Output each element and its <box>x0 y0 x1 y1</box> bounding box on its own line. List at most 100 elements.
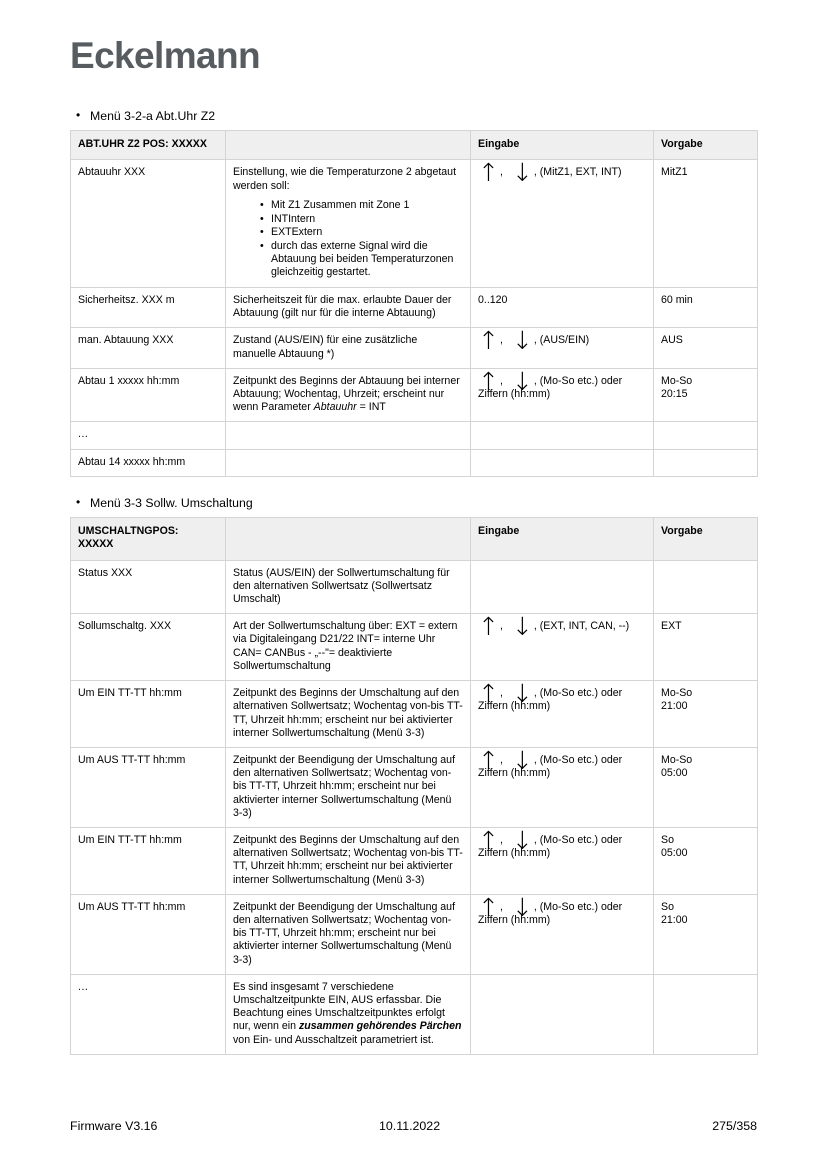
comma-separator: , <box>499 620 503 633</box>
cell-vorgabe: Mo-So 05:00 <box>653 746 758 828</box>
header-cell-eingabe: Eingabe <box>470 129 654 161</box>
list-item: • Mit Z1 Zusammen mit Zone 1 <box>260 198 463 212</box>
cell-parameter: Sicherheitsz. XXX m <box>70 287 226 329</box>
cell-description: Zeitpunkt der Beendigung der Umschaltung… <box>225 746 471 828</box>
table-header-row: ABT.UHR Z2 POS: XXXXX Eingabe Vorgabe <box>70 129 758 161</box>
cell-parameter: man. Abtauung XXX <box>70 327 226 369</box>
bullet-icon: • <box>260 198 264 211</box>
table-row: man. Abtauung XXX Zustand (AUS/EIN) für … <box>70 327 758 369</box>
cell-eingabe <box>470 448 654 477</box>
footer-page-number: 275/358 <box>712 1119 757 1133</box>
bullet-icon: • <box>76 494 81 509</box>
header-cell-parameter: ABT.UHR Z2 POS: XXXXX <box>70 129 226 161</box>
list-item: • INTIntern <box>260 212 463 226</box>
cell-description: Zeitpunkt des Beginns der Umschaltung au… <box>225 680 471 748</box>
header-cell-parameter: UMSCHALTNGPOS: XXXXX <box>70 516 226 561</box>
description-emphasis: Abtauuhr <box>313 401 357 414</box>
cell-description: Es sind insgesamt 7 verschiedene Umschal… <box>225 973 471 1055</box>
eingabe-options: , (MitZ1, EXT, INT) <box>533 166 622 179</box>
eckelmann-logo: Eckelmann <box>70 35 261 76</box>
cell-vorgabe <box>653 973 758 1055</box>
eingabe-options: , (AUS/EIN) <box>533 334 590 347</box>
bullet-icon: • <box>260 212 264 225</box>
table-row: Abtau 14 xxxxx hh:mm <box>70 448 758 477</box>
list-item-label: Mit Z1 Zusammen mit Zone 1 <box>271 198 410 211</box>
description-bullet-list: • Mit Z1 Zusammen mit Zone 1 • INTIntern •… <box>233 199 463 280</box>
cell-parameter: Um EIN TT-TT hh:mm <box>70 680 226 748</box>
description-lead: Einstellung, wie die Temperaturzone 2 ab… <box>233 166 457 192</box>
table-row: ... <box>70 421 758 450</box>
section-spacer <box>70 477 757 495</box>
comma-separator: , <box>499 833 503 846</box>
cell-description: Status (AUS/EIN) der Sollwertumschaltung… <box>225 559 471 615</box>
section-caption-1-text: Menü 3-2-a Abt.Uhr Z2 <box>90 109 216 123</box>
cell-eingabe: 0..120 <box>470 287 654 329</box>
table-header-row: UMSCHALTNGPOS: XXXXX Eingabe Vorgabe <box>70 516 758 561</box>
cell-vorgabe: 60 min <box>653 287 758 329</box>
cell-eingabe: ↑, ↓, (EXT, INT, CAN, --) <box>470 613 654 682</box>
table-abt-uhr-z2: ABT.UHR Z2 POS: XXXXX Eingabe Vorgabe Ab… <box>70 129 758 477</box>
cell-vorgabe: MitZ1 <box>653 159 758 289</box>
header-cell-eingabe: Eingabe <box>470 516 654 561</box>
cell-parameter: Um AUS TT-TT hh:mm <box>70 893 226 975</box>
table-row: Um AUS TT-TT hh:mm Zeitpunkt der Beendig… <box>70 746 758 828</box>
list-item: • EXTExtern <box>260 226 463 239</box>
cell-vorgabe: EXT <box>653 613 758 682</box>
cell-description: Art der Sollwertumschaltung über: EXT = … <box>225 613 471 682</box>
cell-description: Sicherheitszeit für die max. erlaubte Da… <box>225 287 471 329</box>
cell-eingabe: ↑, ↓, (Mo-So etc.) oder Ziffern (hh:mm) <box>470 367 654 423</box>
eingabe-options: , (Mo-So etc.) oder Ziffern (hh:mm) <box>478 687 623 713</box>
comma-separator: , <box>499 687 503 700</box>
comma-separator: , <box>499 166 503 179</box>
eingabe-options: , (EXT, INT, CAN, --) <box>533 620 630 633</box>
cell-eingabe: ↑, ↓, (Mo-So etc.) oder Ziffern (hh:mm) <box>470 893 654 975</box>
cell-vorgabe: Mo-So 21:00 <box>653 680 758 748</box>
section-caption-2-text: Menü 3-3 Sollw. Umschaltung <box>90 495 253 510</box>
cell-parameter: ... <box>70 973 226 1055</box>
cell-parameter: Sollumschaltg. XXX <box>70 613 226 682</box>
table-row: Um EIN TT-TT hh:mm Zeitpunkt des Beginns… <box>70 680 758 748</box>
cell-parameter: Um AUS TT-TT hh:mm <box>70 746 226 828</box>
list-item: • durch das externe Signal wird die Abtau… <box>260 239 463 280</box>
comma-separator: , <box>499 374 503 387</box>
header-cell-vorgabe: Vorgabe <box>653 129 758 161</box>
cell-eingabe <box>470 421 654 450</box>
bullet-icon: • <box>260 226 264 239</box>
cell-eingabe: ↑, ↓, (Mo-So etc.) oder Ziffern (hh:mm) <box>470 680 654 748</box>
table-row: Abtau 1 xxxxx hh:mm Zeitpunkt des Beginn… <box>70 367 758 423</box>
cell-eingabe <box>470 559 654 615</box>
bullet-icon: • <box>260 239 264 252</box>
bullet-icon: • <box>76 108 81 122</box>
cell-description <box>225 421 471 450</box>
cell-parameter: ... <box>70 421 226 450</box>
cell-parameter: Status XXX <box>70 559 226 615</box>
cell-eingabe: ↑, ↓, (Mo-So etc.) oder Ziffern (hh:mm) <box>470 746 654 828</box>
cell-parameter: Abtau 14 xxxxx hh:mm <box>70 448 226 477</box>
table-row: Sicherheitsz. XXX m Sicherheitszeit für … <box>70 287 758 329</box>
cell-vorgabe: So 21:00 <box>653 893 758 975</box>
header-cell-vorgabe: Vorgabe <box>653 516 758 561</box>
cell-description: Zeitpunkt des Beginns der Abtauung bei i… <box>225 367 471 423</box>
list-item-label: INTIntern <box>271 212 316 225</box>
eingabe-options: , (Mo-So etc.) oder Ziffern (hh:mm) <box>478 833 623 860</box>
cell-vorgabe: Mo-So 20:15 <box>653 367 758 423</box>
header-cell-description <box>225 129 471 161</box>
cell-description <box>225 448 471 477</box>
table-row: Sollumschaltg. XXX Art der Sollwertumsch… <box>70 613 758 682</box>
eingabe-options: , (Mo-So etc.) oder Ziffern (hh:mm) <box>478 374 623 401</box>
cell-vorgabe <box>653 559 758 615</box>
cell-description: Einstellung, wie die Temperaturzone 2 ab… <box>225 159 471 289</box>
cell-vorgabe: So 05:00 <box>653 826 758 895</box>
table-row: Um AUS TT-TT hh:mm Zeitpunkt der Beendig… <box>70 893 758 975</box>
description-strong-emphasis: zusammen gehörendes Pärchen <box>298 1020 462 1033</box>
cell-eingabe <box>470 973 654 1055</box>
list-item-label: durch das externe Signal wird die Abtauu… <box>271 239 454 279</box>
cell-parameter: Um EIN TT-TT hh:mm <box>70 826 226 895</box>
table-sollw-umschaltung: UMSCHALTNGPOS: XXXXX Eingabe Vorgabe Sta… <box>70 516 758 1055</box>
cell-description: Zeitpunkt der Beendigung der Umschaltung… <box>225 893 471 975</box>
cell-parameter: Abtau 1 xxxxx hh:mm <box>70 367 226 423</box>
eingabe-options: , (Mo-So etc.) oder Ziffern (hh:mm) <box>478 900 623 926</box>
cell-vorgabe: AUS <box>653 327 758 369</box>
section-caption-2: • Menü 3-3 Sollw. Umschaltung <box>70 495 757 511</box>
